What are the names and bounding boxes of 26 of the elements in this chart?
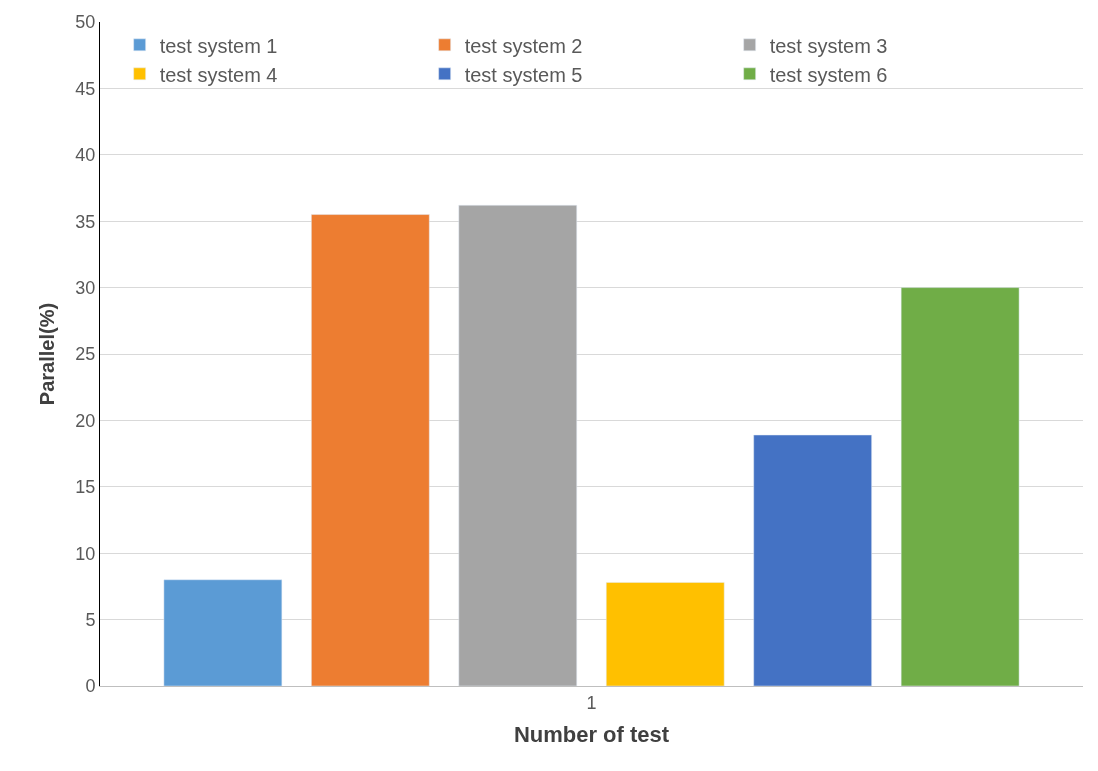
legend-label: test system 1 [159, 34, 278, 57]
y-tick-label: 35 [75, 211, 96, 232]
y-axis-title: Parallel(%) [35, 302, 58, 406]
legend-label: test system 3 [769, 34, 888, 57]
bar [458, 205, 578, 686]
legend-label: test system 4 [159, 63, 278, 86]
y-tick-label: 0 [85, 676, 96, 697]
bar [753, 434, 872, 686]
y-tick-label: 45 [75, 78, 96, 99]
bar [606, 582, 725, 686]
x-axis-title: Number of test [513, 722, 670, 748]
legend-label: test system 6 [769, 63, 888, 86]
legend-label: test system 2 [464, 34, 583, 57]
y-tick-label: 10 [75, 543, 96, 564]
legend-label: test system 5 [464, 63, 583, 86]
x-tick-label: 1 [586, 692, 597, 713]
y-tick-label: 40 [75, 145, 96, 166]
y-tick-label: 20 [75, 410, 96, 431]
bar [311, 214, 430, 686]
bar [163, 579, 283, 686]
y-tick-label: 15 [75, 477, 96, 498]
y-tick-label: 50 [75, 12, 96, 33]
y-tick-label: 30 [75, 277, 96, 298]
bar [900, 287, 1020, 686]
y-tick-label: 5 [85, 609, 96, 630]
y-tick-label: 25 [75, 344, 96, 365]
